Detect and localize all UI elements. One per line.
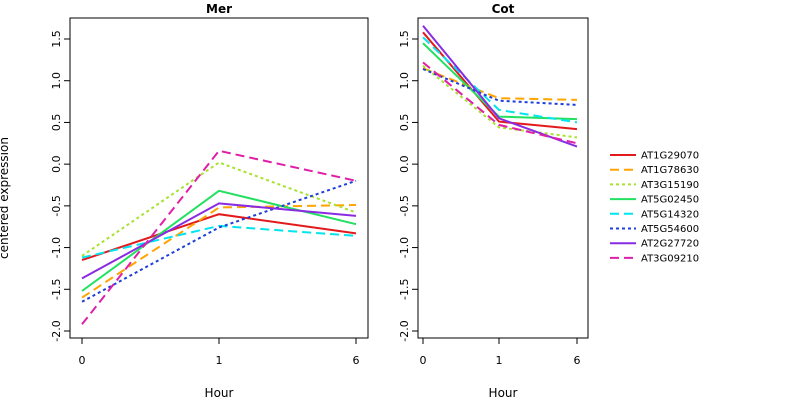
legend-label: AT1G78630 — [641, 165, 699, 176]
series-line-at3g09210 — [422, 61, 578, 145]
legend-item: AT2G27720 — [610, 239, 699, 250]
y-tick-label: -1.0 — [398, 237, 411, 258]
y-tick-label: -2.0 — [50, 320, 63, 341]
legend-label: AT3G15190 — [641, 180, 699, 191]
y-tick-label: 1.5 — [398, 30, 411, 48]
series-line-at1g29070 — [81, 213, 357, 262]
panels: Mer-2.0-1.5-1.0-0.50.00.51.01.50 1 6HourCo… — [50, 2, 589, 400]
series-line-at3g15190 — [422, 64, 578, 139]
legend-label: AT3G09210 — [641, 253, 699, 264]
y-tick-label: 1.0 — [50, 72, 63, 90]
x-tick-label: 1 — [216, 354, 223, 367]
series-line-at3g09210 — [81, 149, 357, 325]
y-tick-label: 1.5 — [50, 30, 63, 48]
legend-item: AT1G29070 — [610, 151, 699, 162]
legend-label: AT5G14320 — [641, 209, 699, 220]
y-tick-label: 0.5 — [398, 114, 411, 132]
panel-title-mer: Mer — [206, 2, 232, 16]
series-line-at2g27720 — [81, 202, 357, 280]
y-tick-label: -1.0 — [50, 237, 63, 258]
y-tick-label: -0.5 — [398, 195, 411, 216]
series-line-at2g27720 — [422, 25, 578, 148]
plot-frame — [69, 17, 369, 339]
series-line-at5g02450 — [81, 189, 357, 292]
x-tick-label: 0 — [420, 354, 427, 367]
legend-label: AT5G54600 — [641, 224, 699, 235]
series-line-at5g54600 — [81, 179, 357, 303]
series-line-at1g78630 — [422, 67, 578, 101]
series-line-at5g14320 — [422, 36, 578, 124]
x-axis-title: Hour — [489, 386, 518, 400]
series-line-at3g15190 — [81, 161, 357, 257]
legend-item: AT3G09210 — [610, 253, 699, 264]
y-tick-label: 0.5 — [50, 114, 63, 132]
y-tick-label: 1.0 — [398, 72, 411, 90]
panel-cot: Cot -2.0 -1.5 -1.0 -0.5 0.0 0.5 1.0 1.5 0 1 6 Hour — [398, 2, 589, 400]
series-line-at1g78630 — [81, 204, 357, 299]
x-axis-title: Hour — [205, 386, 234, 400]
y-tick-label: -2.0 — [398, 320, 411, 341]
legend-item: AT5G14320 — [610, 209, 699, 220]
legend-label: AT1G29070 — [641, 151, 699, 162]
x-tick-label: 0 — [79, 354, 86, 367]
y-tick-label: -0.5 — [50, 195, 63, 216]
x-tick-label: 1 — [496, 354, 503, 367]
y-tick-label: 0.0 — [398, 155, 411, 173]
panel-mer: Mer -2.0 -1.5 -1.0 -0.5 0.0 0.5 1.0 1.5 0 1 6 Hour — [50, 2, 369, 400]
y-tick-label: -1.5 — [398, 279, 411, 300]
series-line-at5g14320 — [81, 224, 357, 259]
x-tick-label: 6 — [574, 354, 581, 367]
legend-label: AT5G02450 — [641, 195, 699, 206]
legend-label: AT2G27720 — [641, 239, 699, 250]
y-axis-title: centered expression — [0, 137, 11, 259]
legend-item: AT5G02450 — [610, 195, 699, 206]
plot-frame — [417, 17, 589, 339]
y-tick-label: 0.0 — [50, 155, 63, 173]
y-tick-label: -1.5 — [50, 279, 63, 300]
legend-item: AT3G15190 — [610, 180, 699, 191]
legend-item: AT5G54600 — [610, 224, 699, 235]
x-tick-label: 6 — [353, 354, 360, 367]
panel-title-cot: Cot — [492, 2, 515, 16]
legend: AT1G29070 AT1G78630 AT3G15190 AT5G02450 AT5G… — [610, 151, 699, 264]
legend-item: AT1G78630 — [610, 165, 699, 176]
series-line-at5g54600 — [422, 68, 578, 106]
